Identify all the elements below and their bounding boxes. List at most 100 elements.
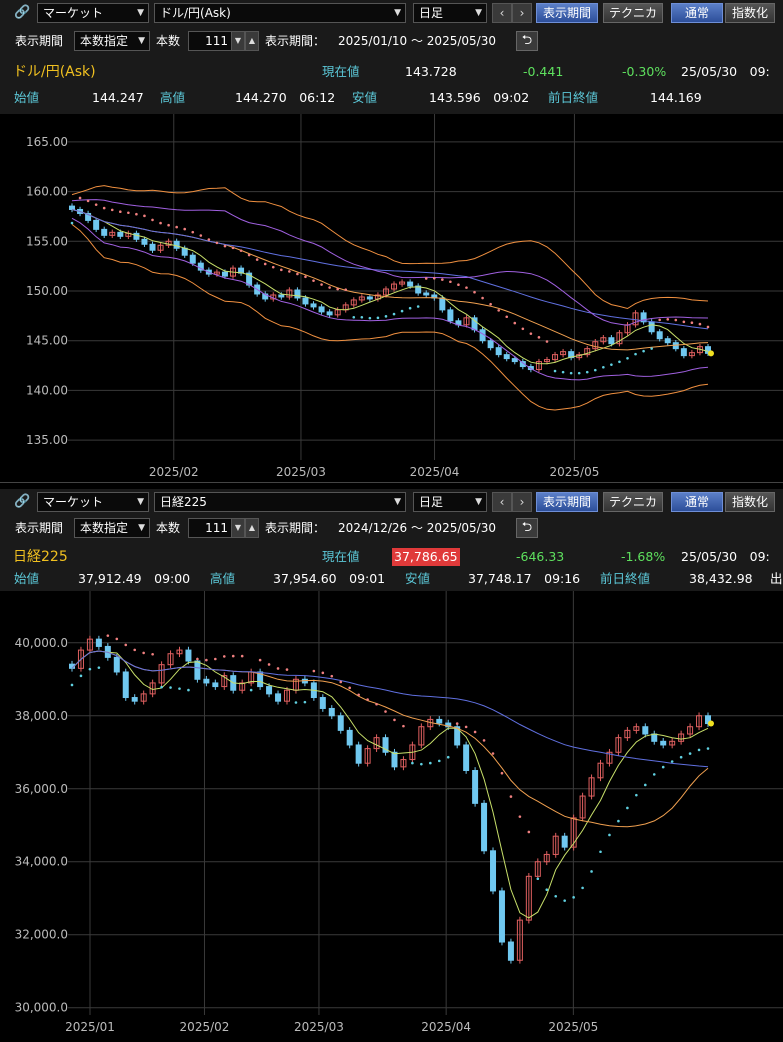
- candle-down: [275, 693, 282, 702]
- sar-dot: [258, 658, 262, 662]
- technical-button[interactable]: テクニカル: [603, 3, 663, 38]
- symbol-select[interactable]: ドル/円(Ask) ▼: [154, 3, 406, 23]
- display-period-button[interactable]: 表示期間: [536, 492, 598, 512]
- price-chart[interactable]: 40,000.0 38,000.0 36,000.0 34,000.0 32,000.0…: [0, 591, 783, 1033]
- index-button[interactable]: 指数化: [725, 492, 775, 512]
- sar-dot: [482, 739, 486, 742]
- candle-up: [283, 689, 290, 702]
- sar-dot: [102, 206, 106, 210]
- next-button[interactable]: ›: [512, 492, 532, 512]
- y-tick-label: 140.00: [26, 383, 68, 397]
- period-select[interactable]: 日足 ▼: [413, 492, 487, 512]
- count-up-button[interactable]: ▲: [245, 31, 259, 51]
- count-input[interactable]: 111: [188, 518, 232, 538]
- candle-down: [660, 740, 667, 746]
- candle-up: [632, 312, 639, 326]
- candle-down: [527, 366, 534, 371]
- market-select[interactable]: マーケット ▼: [37, 3, 149, 23]
- symbol-select[interactable]: 日経225 ▼: [154, 492, 406, 512]
- bollinger-band-line: [71, 217, 709, 381]
- sar-dot: [473, 730, 477, 734]
- refresh-button[interactable]: ⮌: [516, 31, 538, 51]
- sar-dot: [169, 686, 172, 689]
- sar-dot: [618, 360, 621, 364]
- sar-dot: [617, 819, 620, 823]
- sar-dot: [214, 657, 217, 661]
- candle-up: [516, 919, 523, 961]
- normal-button[interactable]: 通常: [671, 492, 723, 512]
- sar-dot: [643, 783, 647, 787]
- candle-up: [221, 675, 228, 688]
- candle-up: [570, 817, 577, 848]
- candle-up: [358, 296, 365, 301]
- link-icon[interactable]: 🔗: [14, 5, 31, 20]
- x-tick-label: 2025/01: [65, 1020, 115, 1033]
- sar-dot: [344, 288, 348, 292]
- sar-dot: [142, 651, 145, 655]
- market-select-value: マーケット: [43, 495, 104, 509]
- y-tick-label: 30,000.0: [15, 1001, 68, 1015]
- prev-button[interactable]: ‹: [492, 3, 512, 23]
- sar-dot: [360, 315, 364, 319]
- candle-down: [651, 733, 658, 742]
- candle-up: [615, 737, 622, 753]
- candle-down: [257, 671, 264, 688]
- technical-button[interactable]: テクニカル: [603, 492, 663, 527]
- sar-dot: [304, 275, 307, 279]
- high-value: 37,954.60 09:01: [273, 571, 386, 586]
- y-tick-label: 36,000.0: [15, 782, 68, 796]
- period-mode-select[interactable]: 本数指定 ▼: [74, 31, 150, 51]
- count-input[interactable]: 111: [188, 31, 232, 51]
- extra-label: 出: [770, 571, 783, 586]
- period-select-value: 日足: [419, 495, 444, 509]
- count-down-button[interactable]: ▼: [231, 518, 245, 538]
- market-select[interactable]: マーケット ▼: [37, 492, 149, 512]
- sar-dot: [127, 211, 130, 215]
- quote-datetime: 25/05/30 09:: [681, 64, 770, 79]
- candle-up: [600, 337, 607, 343]
- quote-row: ドル/円(Ask) 現在値 143.728 -0.441 -0.30% 25/0…: [0, 60, 783, 86]
- link-icon[interactable]: 🔗: [14, 494, 31, 509]
- sar-dot: [133, 648, 137, 652]
- sar-dot: [375, 702, 378, 706]
- period-bar: 表示期間 本数指定 ▼ 本数 111 ▼ ▲ 表示期間： 2024/12/26 ～…: [0, 515, 783, 545]
- candle-down: [294, 289, 301, 299]
- candle-down: [507, 941, 514, 961]
- y-tick-label: 155.00: [26, 234, 68, 248]
- refresh-button[interactable]: ⮌: [516, 518, 538, 538]
- x-tick-label: 2025/04: [410, 465, 460, 479]
- candle-up: [543, 359, 550, 363]
- candle-down: [318, 306, 325, 313]
- x-tick-label: 2025/02: [149, 465, 199, 479]
- period-select[interactable]: 日足 ▼: [413, 3, 487, 23]
- sar-dot: [679, 755, 683, 759]
- current-label: 現在値: [322, 549, 360, 564]
- sar-dot: [187, 688, 190, 692]
- normal-button[interactable]: 通常: [671, 3, 723, 23]
- next-button[interactable]: ›: [512, 3, 532, 23]
- sar-dot: [572, 896, 575, 899]
- candle-down: [436, 718, 443, 724]
- candle-down: [328, 707, 335, 717]
- candle-down: [101, 228, 108, 236]
- period-mode-value: 本数指定: [80, 521, 129, 535]
- period-mode-select[interactable]: 本数指定 ▼: [74, 518, 150, 538]
- sar-dot: [151, 218, 154, 222]
- candle-up: [109, 231, 116, 236]
- index-button[interactable]: 指数化: [725, 3, 775, 23]
- candle-up: [616, 332, 623, 345]
- chart-panel-nikkei: 🔗 マーケット ▼ 日経225 ▼ 日足 ▼ ‹ › 表示期間 テクニカル 通常 指数…: [0, 489, 783, 1033]
- sar-dot: [119, 210, 122, 214]
- price-chart[interactable]: 165.00 160.00 155.00 150.00 145.00 140.00 135.…: [0, 114, 783, 482]
- candle-up: [543, 853, 550, 863]
- count-up-button[interactable]: ▲: [245, 518, 259, 538]
- count-down-button[interactable]: ▼: [231, 31, 245, 51]
- sar-dot: [682, 320, 686, 324]
- sar-dot: [553, 369, 557, 373]
- range-value: 2025/01/10 ～ 2025/05/30: [338, 34, 496, 48]
- candle-down: [337, 715, 344, 731]
- candle-up: [597, 762, 604, 779]
- display-period-button[interactable]: 表示期間: [536, 3, 598, 23]
- sar-dot: [384, 710, 387, 713]
- prev-button[interactable]: ‹: [492, 492, 512, 512]
